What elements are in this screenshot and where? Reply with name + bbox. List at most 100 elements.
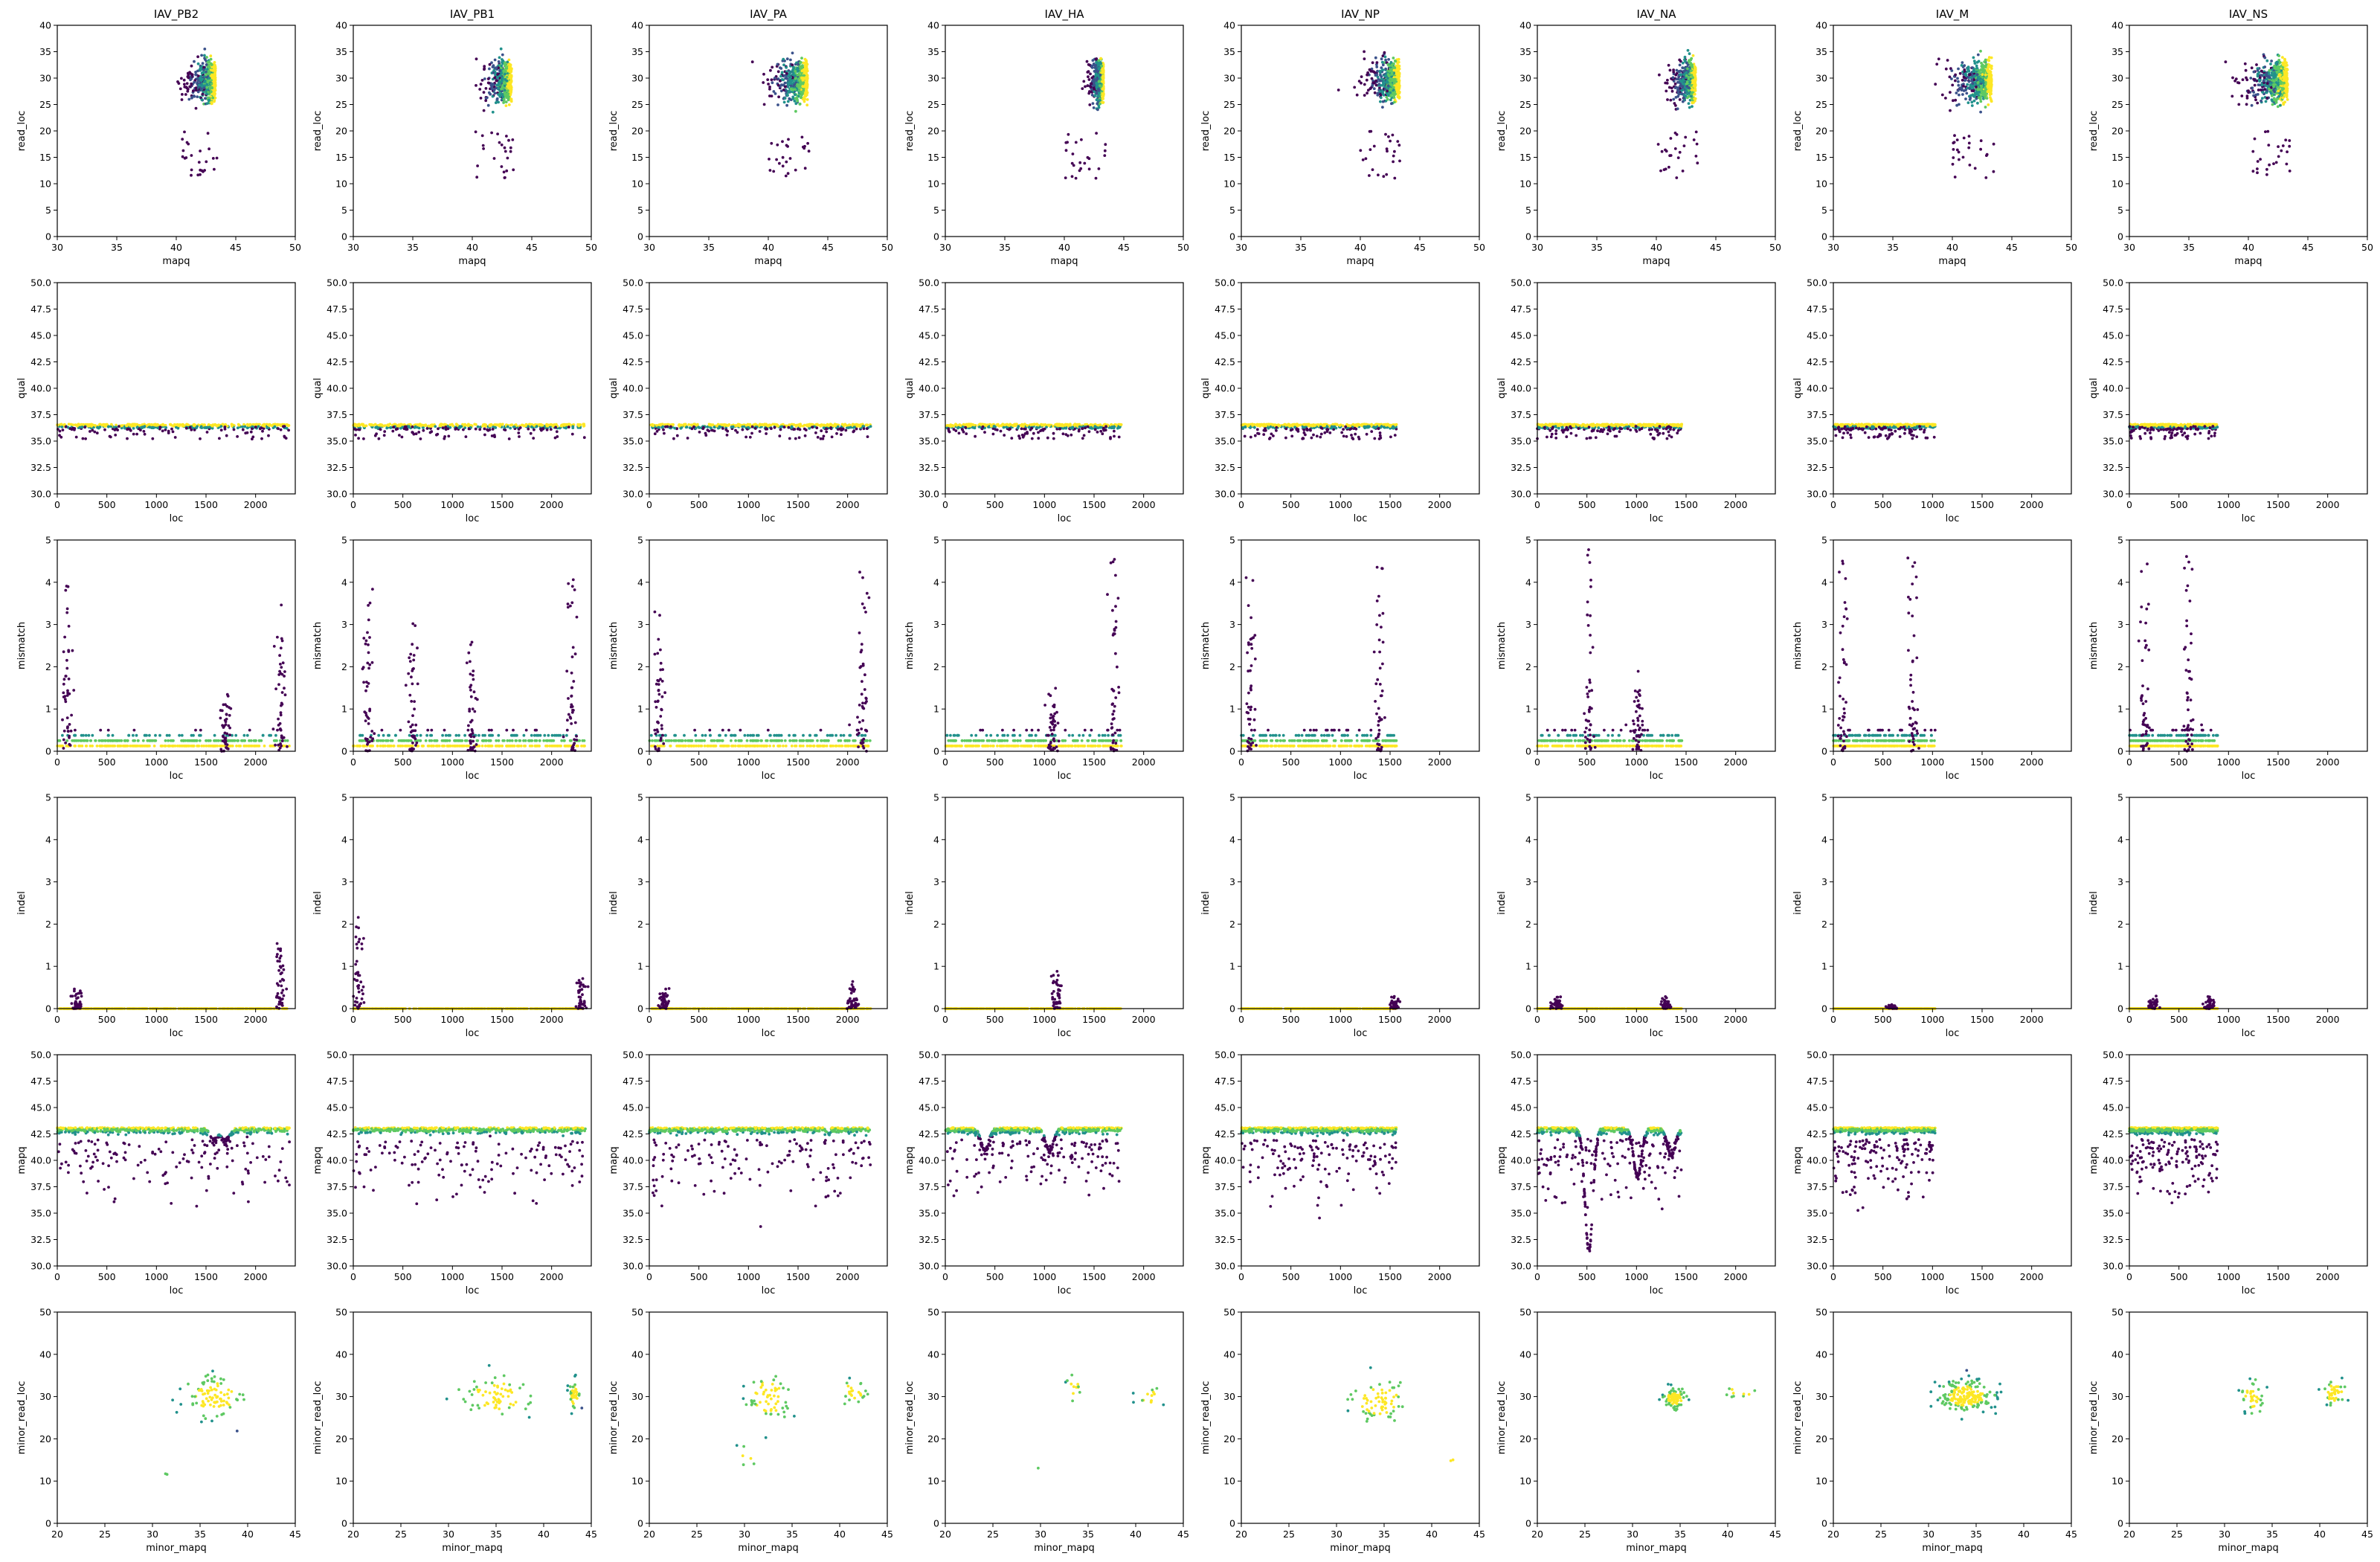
data-point — [2277, 89, 2280, 93]
data-point — [805, 67, 808, 71]
data-point — [768, 169, 772, 172]
data-point — [499, 47, 503, 51]
data-point — [188, 85, 192, 89]
data-point — [1954, 98, 1958, 102]
data-point — [773, 77, 776, 80]
data-point — [1097, 94, 1100, 97]
y-tick-label: 25 — [1519, 99, 1531, 110]
data-point — [1371, 84, 1374, 87]
data-point — [1394, 60, 1398, 63]
y-tick-label: 10 — [39, 179, 51, 190]
data-point — [2231, 94, 2234, 98]
data-point — [1966, 83, 1969, 86]
data-point — [190, 168, 193, 172]
data-point — [203, 48, 207, 51]
x-tick-label: 30 — [1827, 242, 1839, 253]
y-tick-label: 15 — [927, 152, 939, 163]
data-point — [1099, 84, 1101, 87]
x-tick-label: 35 — [407, 242, 419, 253]
data-point — [488, 67, 491, 71]
data-point — [1957, 89, 1960, 92]
x-tick-label: 35 — [1591, 242, 1603, 253]
data-point — [1384, 132, 1387, 136]
data-point — [1384, 67, 1387, 71]
data-point — [205, 102, 209, 106]
data-point — [2277, 65, 2281, 68]
data-point — [1660, 150, 1664, 153]
x-axis-label: mapq — [162, 256, 190, 267]
data-point — [213, 93, 216, 97]
data-point — [484, 99, 488, 103]
data-point — [791, 68, 795, 71]
data-point — [1101, 67, 1104, 71]
data-point — [194, 89, 198, 92]
data-point — [1957, 83, 1961, 87]
data-point — [781, 164, 785, 168]
y-tick-label: 20 — [1519, 126, 1531, 137]
data-point — [776, 62, 779, 66]
x-tick-label: 45 — [2302, 242, 2314, 253]
data-point — [1979, 139, 1983, 143]
data-point — [475, 84, 477, 87]
y-tick-label: 0 — [1525, 231, 1531, 242]
data-point — [1676, 107, 1679, 111]
data-point — [1386, 93, 1389, 97]
x-tick-label: 40 — [1058, 242, 1070, 253]
data-point — [509, 76, 513, 79]
data-point — [2281, 96, 2285, 100]
x-tick-label: 50 — [2065, 242, 2077, 253]
data-point — [1972, 68, 1976, 71]
x-tick-label: 35 — [111, 242, 123, 253]
data-point — [1952, 156, 1955, 159]
data-point — [509, 84, 512, 88]
y-tick-label: 0 — [933, 231, 939, 242]
data-point — [208, 60, 211, 64]
data-point — [1969, 84, 1972, 88]
data-point — [2283, 77, 2286, 80]
data-point — [1090, 64, 1093, 68]
data-point — [1371, 168, 1374, 172]
data-point — [2252, 77, 2256, 81]
data-point — [1973, 94, 1977, 97]
y-tick-label: 10 — [335, 179, 347, 190]
data-point — [2277, 54, 2281, 57]
data-point — [1363, 57, 1366, 60]
data-point — [782, 57, 785, 61]
data-point — [1089, 86, 1093, 89]
data-point — [767, 83, 770, 86]
data-point — [2272, 80, 2276, 83]
data-point — [496, 76, 499, 79]
data-point — [1984, 96, 1987, 100]
data-point — [1071, 152, 1075, 155]
data-point — [2268, 163, 2271, 167]
data-point — [208, 65, 211, 68]
data-point — [500, 92, 503, 96]
y-tick-label: 30 — [1519, 73, 1531, 84]
y-axis-label: read_loc — [608, 111, 620, 152]
data-point — [511, 138, 515, 141]
data-point — [1970, 78, 1974, 82]
data-point — [1371, 61, 1374, 65]
data-point — [2254, 98, 2257, 102]
y-tick-label: 20 — [631, 126, 643, 137]
data-point — [506, 92, 510, 95]
data-point — [208, 85, 212, 89]
data-point — [494, 101, 498, 105]
data-point — [206, 132, 210, 135]
data-point — [801, 78, 805, 82]
data-point — [1686, 92, 1689, 96]
data-point — [1088, 103, 1092, 106]
y-tick-label: 40 — [631, 20, 643, 31]
data-point — [1679, 80, 1683, 83]
data-point — [498, 56, 501, 60]
data-point — [2259, 158, 2262, 161]
data-point — [1086, 84, 1090, 88]
data-point — [2256, 101, 2260, 105]
data-point — [1096, 102, 1099, 106]
data-point — [1673, 102, 1676, 105]
x-ticks: 30 35 40 45 50 — [1531, 237, 1781, 253]
data-point — [1953, 176, 1957, 179]
data-point — [2283, 100, 2287, 104]
data-point — [1687, 102, 1691, 106]
data-point — [2272, 162, 2275, 166]
